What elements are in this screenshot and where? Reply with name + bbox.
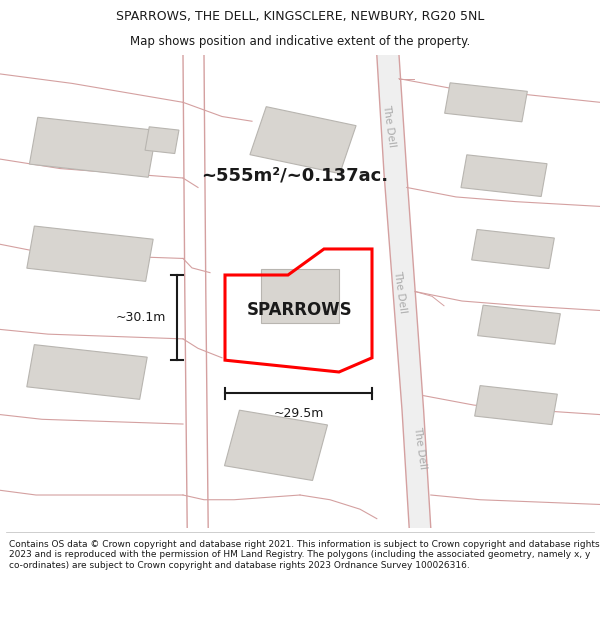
Text: SPARROWS, THE DELL, KINGSCLERE, NEWBURY, RG20 5NL: SPARROWS, THE DELL, KINGSCLERE, NEWBURY,… <box>116 10 484 23</box>
Polygon shape <box>461 155 547 196</box>
Polygon shape <box>145 127 179 154</box>
Polygon shape <box>27 226 153 281</box>
Text: ~29.5m: ~29.5m <box>274 408 323 421</box>
Text: The Dell: The Dell <box>381 104 397 148</box>
Polygon shape <box>224 410 328 481</box>
Text: ~30.1m: ~30.1m <box>116 311 166 324</box>
Polygon shape <box>475 386 557 424</box>
Polygon shape <box>478 305 560 344</box>
Text: Contains OS data © Crown copyright and database right 2021. This information is : Contains OS data © Crown copyright and d… <box>9 540 599 569</box>
Polygon shape <box>445 82 527 122</box>
Polygon shape <box>29 118 157 178</box>
Text: ~555m²/~0.137ac.: ~555m²/~0.137ac. <box>201 167 388 184</box>
Text: Map shows position and indicative extent of the property.: Map shows position and indicative extent… <box>130 35 470 48</box>
Polygon shape <box>377 55 431 528</box>
Polygon shape <box>250 107 356 174</box>
Text: SPARROWS: SPARROWS <box>247 301 353 319</box>
Polygon shape <box>27 344 147 399</box>
Text: The Dell: The Dell <box>412 426 428 469</box>
Polygon shape <box>472 229 554 269</box>
Text: The Dell: The Dell <box>392 269 407 314</box>
Polygon shape <box>261 269 339 324</box>
